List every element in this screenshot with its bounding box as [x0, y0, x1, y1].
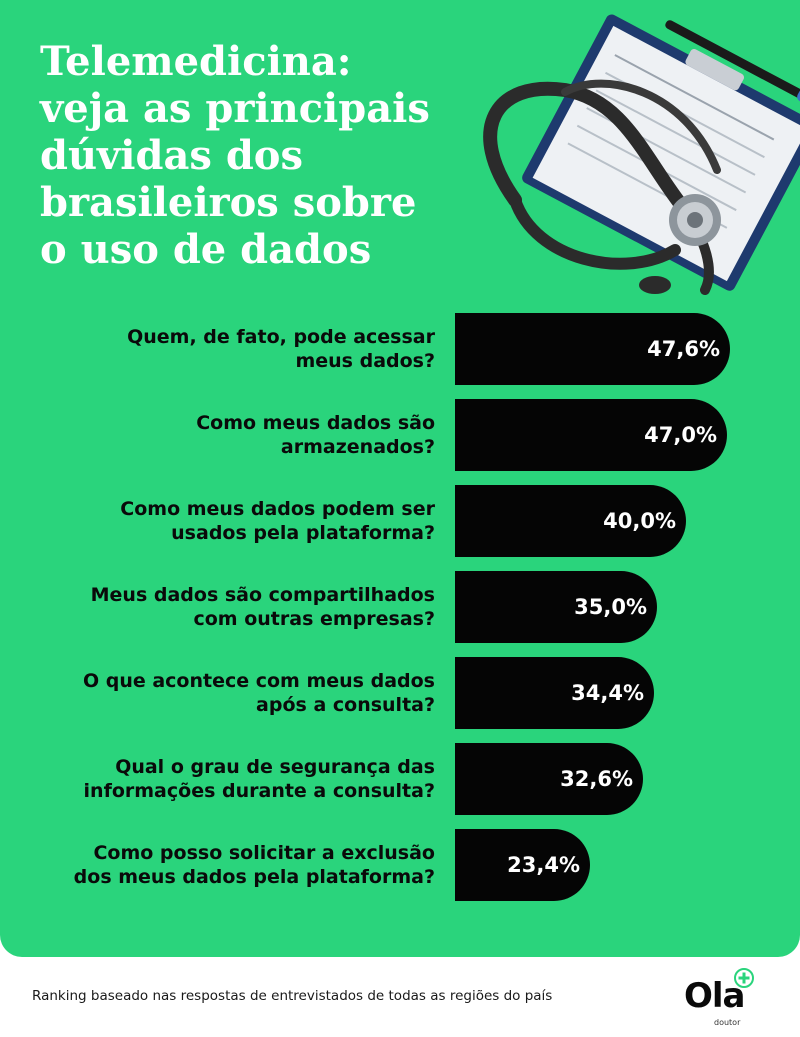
- bar-row: Como meus dados podem ser usados pela pl…: [0, 485, 800, 557]
- bar: 40,0%: [455, 485, 686, 557]
- bar-row: Meus dados são compartilhados com outras…: [0, 571, 800, 643]
- logo-subtext: doutor: [714, 1018, 741, 1027]
- bar: 34,4%: [455, 657, 654, 729]
- bar-value-label: 35,0%: [574, 595, 647, 619]
- bar: 35,0%: [455, 571, 657, 643]
- category-label: Como meus dados são armazenados?: [196, 412, 435, 458]
- footer-note: Ranking baseado nas respostas de entrevi…: [32, 988, 553, 1004]
- bar-value-label: 47,6%: [647, 337, 720, 361]
- bar-row: Quem, de fato, pode acessar meus dados? 4…: [0, 313, 800, 385]
- bar-value-label: 40,0%: [603, 509, 676, 533]
- category-label: Como meus dados podem ser usados pela pl…: [120, 498, 435, 544]
- bar-row: Qual o grau de segurança das informações…: [0, 743, 800, 815]
- bar-value-label: 23,4%: [507, 853, 580, 877]
- bar-value-label: 34,4%: [571, 681, 644, 705]
- category-label: Qual o grau de segurança das informações…: [83, 756, 435, 802]
- chart-title: Telemedicina: veja as principais dúvidas…: [40, 38, 430, 273]
- bar-value-label: 32,6%: [560, 767, 633, 791]
- bar-row: Como meus dados são armazenados? 47,0%: [0, 399, 800, 471]
- logo-text: Ola: [684, 976, 746, 1016]
- category-label: Como posso solicitar a exclusão dos meus…: [73, 842, 435, 888]
- ola-doutor-logo: Ola doutor: [684, 968, 764, 1028]
- plus-icon: [734, 968, 754, 988]
- bar: 47,0%: [455, 399, 727, 471]
- bar: 47,6%: [455, 313, 730, 385]
- bar-row: Como posso solicitar a exclusão dos meus…: [0, 829, 800, 901]
- category-label: Quem, de fato, pode acessar meus dados?: [127, 326, 435, 372]
- category-label: Meus dados são compartilhados com outras…: [90, 584, 435, 630]
- category-label: O que acontece com meus dados após a con…: [82, 670, 435, 716]
- bar: 23,4%: [455, 829, 590, 901]
- bar-row: O que acontece com meus dados após a con…: [0, 657, 800, 729]
- stethoscope-clipboard-icon: [483, 14, 800, 295]
- bar: 32,6%: [455, 743, 643, 815]
- chart-card: Telemedicina: veja as principais dúvidas…: [0, 0, 800, 957]
- bar-value-label: 47,0%: [644, 423, 717, 447]
